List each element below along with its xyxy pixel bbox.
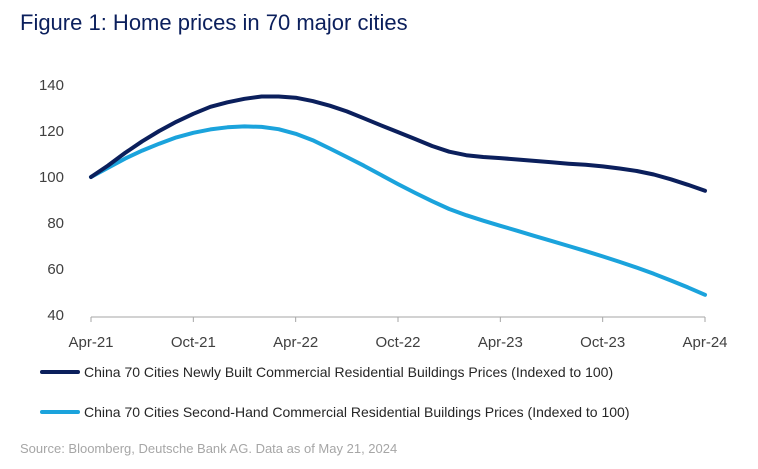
series-line-second-hand	[89, 124, 707, 297]
y-tick-label: 60	[47, 261, 64, 278]
y-axis-ticks: 40 60 80 100 120 140	[39, 77, 64, 324]
source-note: Source: Bloomberg, Deutsche Bank AG. Dat…	[20, 441, 398, 456]
x-tick-label: Apr-23	[478, 334, 523, 351]
x-tick-label: Apr-24	[682, 334, 727, 351]
legend-label-second-hand: China 70 Cities Second-Hand Commercial R…	[84, 404, 630, 420]
y-tick-label: 100	[39, 169, 64, 186]
legend-label-newly-built: China 70 Cities Newly Built Commercial R…	[84, 364, 614, 380]
chart-title: Figure 1: Home prices in 70 major cities	[20, 10, 408, 35]
y-tick-label: 80	[47, 215, 64, 232]
legend-swatch-second-hand	[40, 410, 80, 414]
x-tick-label: Oct-22	[375, 334, 420, 351]
x-tick-label: Oct-21	[171, 334, 216, 351]
series-line-newly-built	[89, 94, 707, 193]
y-tick-label: 120	[39, 123, 64, 140]
legend-item-newly-built: China 70 Cities Newly Built Commercial R…	[40, 362, 630, 382]
series-lines	[89, 94, 707, 297]
chart-legend: China 70 Cities Newly Built Commercial R…	[40, 362, 630, 442]
legend-item-second-hand: China 70 Cities Second-Hand Commercial R…	[40, 402, 630, 422]
x-tick-label: Oct-23	[580, 334, 625, 351]
x-tick-label: Apr-22	[273, 334, 318, 351]
legend-swatch-newly-built	[40, 370, 80, 374]
y-tick-label: 140	[39, 77, 64, 94]
y-tick-label: 40	[47, 307, 64, 324]
x-axis-ticks: Apr-21 Oct-21 Apr-22 Oct-22 Apr-23 Oct-23 Apr-…	[68, 317, 728, 351]
x-tick-label: Apr-21	[68, 334, 113, 351]
